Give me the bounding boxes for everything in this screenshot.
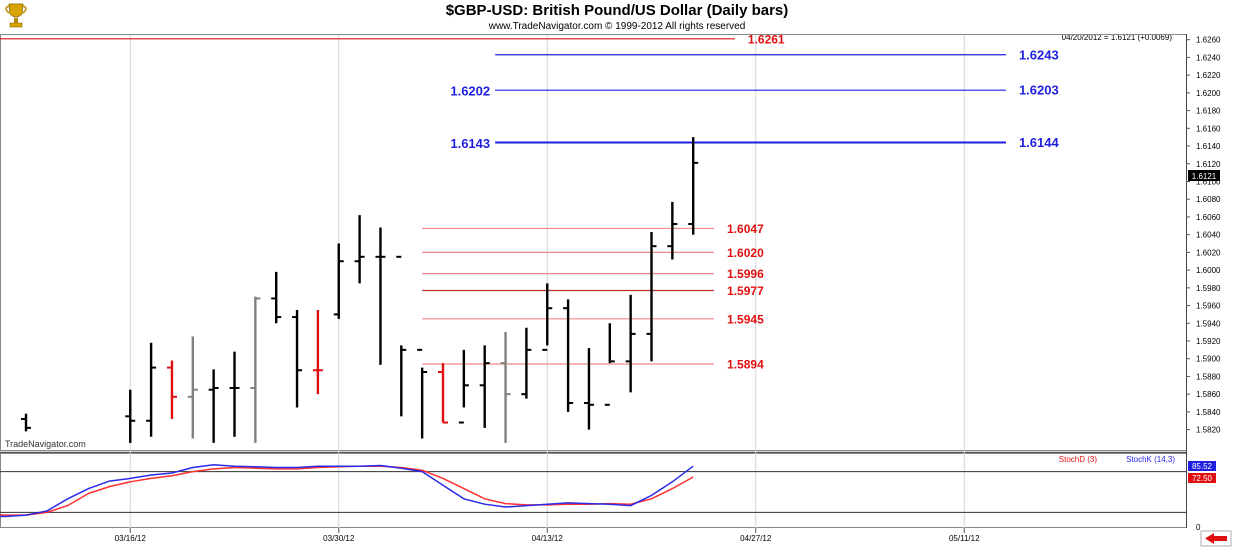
chart-title: $GBP-USD: British Pound/US Dollar (Daily… (446, 2, 789, 19)
stoch-axis-zero: 0 (1196, 523, 1201, 532)
date-tick-label: 04/27/12 (740, 534, 772, 543)
price-axis: 1.6260 1.6240 1.6220 1.6200 1.6180 1.6160 1.61… (1186, 36, 1221, 435)
stochK-line (0, 464, 694, 518)
stochK-value: 85.52 (1192, 462, 1213, 471)
ohlc-bar (438, 363, 448, 424)
price-tick-label: 1.6020 (1196, 248, 1221, 257)
last-bar-info: 04/20/2012 = 1.6121 (+0.0069) (1062, 33, 1173, 42)
level-label: 1.5977 (727, 284, 764, 298)
ohlc-bar (229, 351, 240, 437)
price-tick-label: 1.6040 (1196, 231, 1221, 240)
stochastic-lines (0, 464, 1186, 518)
level-label: 1.6020 (727, 246, 764, 260)
level-label: 1.6143 (450, 136, 490, 151)
level-label: 1.6202 (450, 84, 490, 99)
ohlc-bar (271, 271, 282, 324)
price-tick-label: 1.5860 (1196, 390, 1221, 399)
ohlc-bar (521, 327, 532, 399)
date-tick-label: 03/16/12 (115, 534, 147, 543)
price-tick-label: 1.6220 (1196, 71, 1221, 80)
price-tick-label: 1.6060 (1196, 213, 1221, 222)
ohlc-bar (688, 137, 699, 235)
ohlc-bar (146, 342, 157, 437)
price-tick-label: 1.6260 (1196, 36, 1221, 45)
ohlc-bar (396, 255, 407, 417)
price-tick-label: 1.5820 (1196, 426, 1221, 435)
date-gridlines (129, 35, 965, 528)
ohlc-bar (604, 323, 615, 406)
ohlc-bar (542, 283, 553, 351)
stochK-badge (1188, 461, 1216, 471)
level-label: 1.5945 (727, 312, 764, 326)
ohlc-bar (667, 201, 678, 260)
level-label: 1.6261 (748, 32, 785, 46)
price-tick-label: 1.6080 (1196, 195, 1221, 204)
price-tick-label: 1.5920 (1196, 337, 1221, 346)
ohlc-bar (333, 243, 344, 319)
level-label: 1.5894 (727, 358, 764, 372)
price-tick-label: 1.6160 (1196, 124, 1221, 133)
date-tick-label: 03/30/12 (323, 534, 355, 543)
arrow-left-icon (1205, 533, 1227, 544)
price-tick-label: 1.6140 (1196, 142, 1221, 151)
legend-stochK: StochK (14,3) (1126, 455, 1175, 464)
ohlc-bar (187, 336, 198, 439)
date-tick-label: 04/13/12 (532, 534, 564, 543)
price-tick-label: 1.5960 (1196, 302, 1221, 311)
ohlc-bar (500, 332, 511, 443)
scroll-right-button[interactable] (1200, 530, 1232, 547)
ohlc-bar (417, 348, 428, 439)
price-tick-label: 1.5980 (1196, 284, 1221, 293)
level-label: 1.6144 (1019, 135, 1060, 150)
price-tick-label: 1.6120 (1196, 160, 1221, 169)
stochD-badge (1188, 473, 1216, 483)
ohlc-bar (583, 348, 594, 430)
price-tick-label: 1.6100 (1196, 177, 1221, 186)
ohlc-bar (312, 309, 323, 395)
ohlc-bar (458, 349, 469, 424)
date-tick-label: 05/11/12 (949, 534, 980, 543)
price-tick-label: 1.6240 (1196, 53, 1221, 62)
ohlc-bar (625, 294, 636, 393)
stochD-line (0, 465, 694, 516)
legend-stochD: StochD (3) (1059, 455, 1098, 464)
last-price-badge (1188, 170, 1220, 181)
ohlc-bar (208, 369, 219, 443)
level-label: 1.6203 (1019, 83, 1059, 98)
price-levels: 1.6261 1.6243 1.6203 1.6202 1.6144 1.6143 1.60… (0, 32, 1060, 372)
price-panel-frame (0, 34, 1187, 451)
ohlc-bar (250, 296, 261, 443)
price-tick-label: 1.6000 (1196, 266, 1221, 275)
date-axis: 03/16/12 03/30/12 04/13/12 04/27/12 05/11/12 (115, 528, 980, 543)
ohlc-bar (166, 360, 177, 419)
ohlc-bars (21, 137, 699, 443)
watermark: TradeNavigator.com (5, 439, 86, 449)
ohlc-bar (21, 413, 31, 432)
level-label: 1.5996 (727, 267, 764, 281)
level-label: 1.6243 (1019, 47, 1059, 62)
ohlc-bar (375, 227, 386, 365)
ohlc-bar (125, 389, 136, 443)
stochD-value: 72.50 (1192, 474, 1213, 483)
price-tick-label: 1.6180 (1196, 107, 1221, 116)
copyright-text: www.TradeNavigator.com © 1999-2012 All r… (488, 21, 746, 32)
last-price-label: 1.6121 (1192, 172, 1217, 181)
stochastic-panel-frame (0, 453, 1187, 528)
ohlc-bar (354, 215, 365, 284)
ohlc-bar (563, 299, 574, 412)
price-tick-label: 1.5880 (1196, 372, 1221, 381)
price-tick-label: 1.5840 (1196, 408, 1221, 417)
level-label: 1.6047 (727, 222, 764, 236)
price-tick-label: 1.6200 (1196, 89, 1221, 98)
price-tick-label: 1.5900 (1196, 355, 1221, 364)
trophy-logo-icon (5, 3, 27, 28)
ohlc-bar (479, 345, 490, 428)
price-tick-label: 1.5940 (1196, 319, 1221, 328)
ohlc-bar (292, 309, 303, 408)
ohlc-bar (646, 231, 657, 362)
